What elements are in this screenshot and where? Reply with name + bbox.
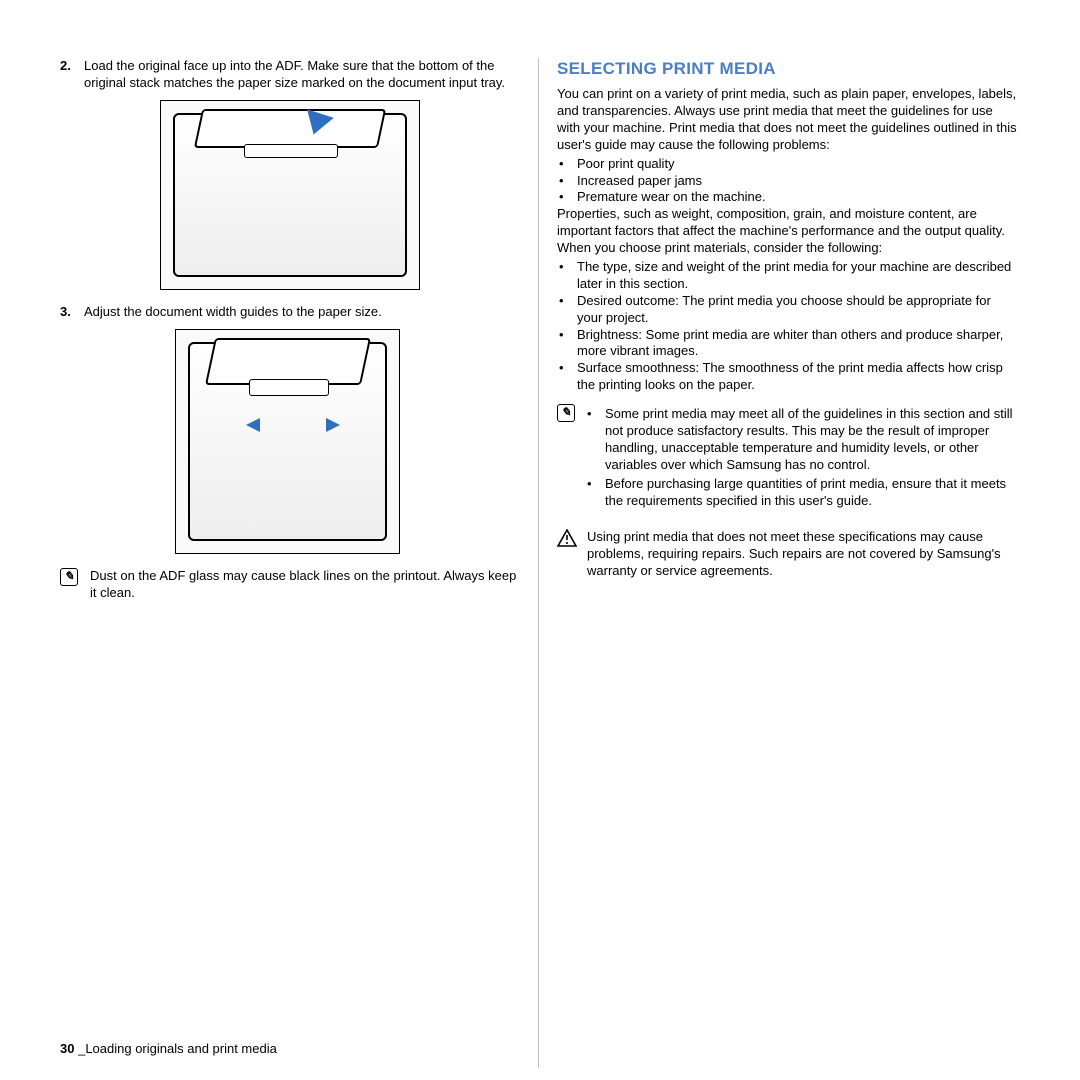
consideration-text: Surface smoothness: The smoothness of th… (577, 360, 1017, 394)
step-3-number: 3. (60, 304, 84, 321)
step-3-text: Adjust the document width guides to the … (84, 304, 520, 321)
consideration-item: Desired outcome: The print media you cho… (557, 293, 1017, 327)
consideration-item: The type, size and weight of the print m… (557, 259, 1017, 293)
section-heading: SELECTING PRINT MEDIA (557, 58, 1017, 80)
warning-icon (557, 529, 577, 580)
problems-list: Poor print quality Increased paper jams … (557, 156, 1017, 207)
note-icon: ✎ (60, 568, 80, 602)
consideration-item: Brightness: Some print media are whiter … (557, 327, 1017, 361)
media-note-item: Before purchasing large quantities of pr… (587, 476, 1017, 510)
problem-item: Premature wear on the machine. (557, 189, 1017, 206)
page-content: 2. Load the original face up into the AD… (0, 0, 1080, 1068)
problem-item: Increased paper jams (557, 173, 1017, 190)
note-icon-glyph: ✎ (557, 404, 575, 422)
guide-arrow-right-icon (326, 418, 340, 432)
printer-illustration-1 (173, 113, 407, 277)
figure-adf-load (160, 100, 420, 290)
consideration-item: Surface smoothness: The smoothness of th… (557, 360, 1017, 394)
adf-clean-note-text: Dust on the ADF glass may cause black li… (90, 568, 520, 602)
media-warning-text: Using print media that does not meet the… (587, 529, 1017, 580)
step-2-text: Load the original face up into the ADF. … (84, 58, 520, 92)
step-3: 3. Adjust the document width guides to t… (60, 304, 520, 321)
problem-text: Premature wear on the machine. (577, 189, 766, 206)
guide-arrow-left-icon (246, 418, 260, 432)
media-note-body: Some print media may meet all of the gui… (587, 404, 1017, 511)
considerations-list: The type, size and weight of the print m… (557, 259, 1017, 394)
step-2-number: 2. (60, 58, 84, 92)
note-icon: ✎ (557, 404, 577, 511)
warning-triangle-icon (557, 529, 577, 547)
step-2: 2. Load the original face up into the AD… (60, 58, 520, 92)
problem-text: Increased paper jams (577, 173, 702, 190)
media-note-item: Some print media may meet all of the gui… (587, 406, 1017, 474)
problem-item: Poor print quality (557, 156, 1017, 173)
note-icon-glyph: ✎ (60, 568, 78, 586)
page-number: 30 (60, 1041, 74, 1056)
intro-paragraph: You can print on a variety of print medi… (557, 86, 1017, 154)
properties-paragraph: Properties, such as weight, composition,… (557, 206, 1017, 257)
media-note-list: Some print media may meet all of the gui… (587, 406, 1017, 509)
media-note-text: Before purchasing large quantities of pr… (605, 476, 1017, 510)
media-warning: Using print media that does not meet the… (557, 529, 1017, 580)
media-note-text: Some print media may meet all of the gui… (605, 406, 1017, 474)
left-column: 2. Load the original face up into the AD… (60, 58, 538, 1068)
figure-width-guides (175, 329, 400, 554)
problem-text: Poor print quality (577, 156, 675, 173)
adf-clean-note: ✎ Dust on the ADF glass may cause black … (60, 568, 520, 602)
page-footer: 30 _Loading originals and print media (60, 1041, 277, 1058)
printer-illustration-2 (188, 342, 387, 541)
consideration-text: The type, size and weight of the print m… (577, 259, 1017, 293)
media-note: ✎ Some print media may meet all of the g… (557, 404, 1017, 511)
consideration-text: Desired outcome: The print media you cho… (577, 293, 1017, 327)
right-column: SELECTING PRINT MEDIA You can print on a… (539, 58, 1017, 1068)
footer-section-label: _Loading originals and print media (78, 1041, 277, 1056)
consideration-text: Brightness: Some print media are whiter … (577, 327, 1017, 361)
